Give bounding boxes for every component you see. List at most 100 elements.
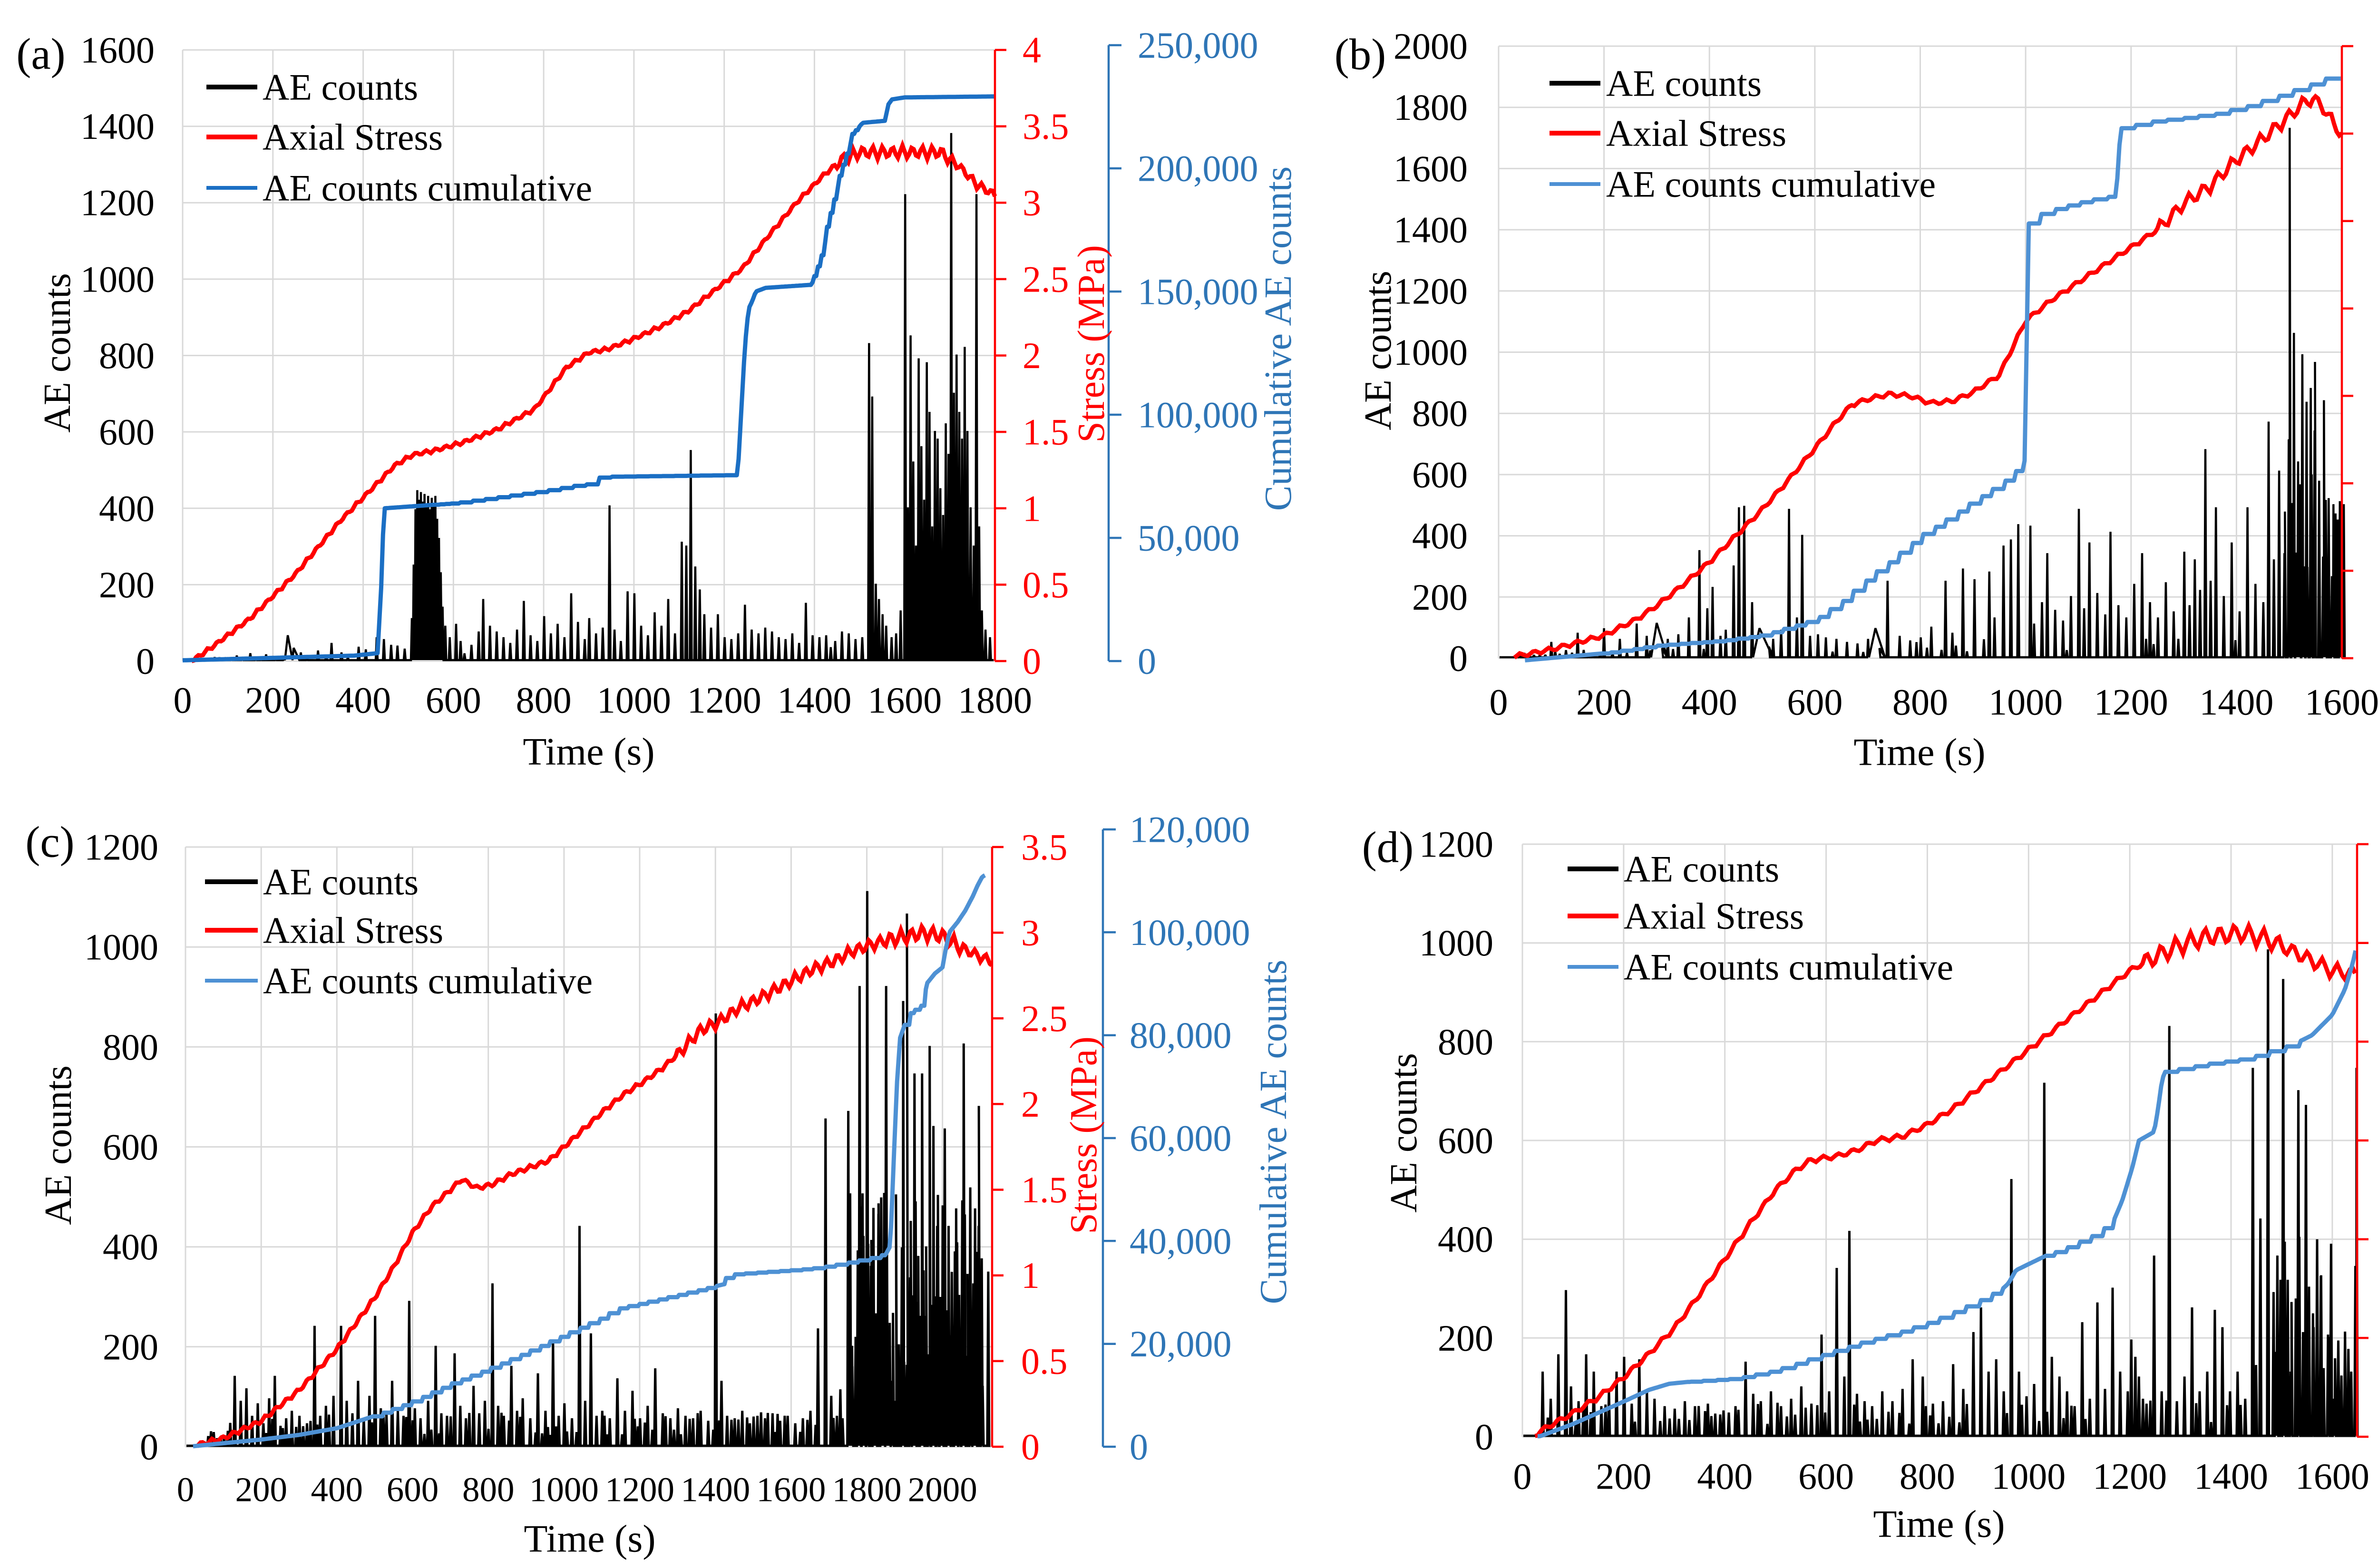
svg-text:(a): (a): [16, 30, 65, 79]
svg-text:0: 0: [1023, 641, 1041, 682]
svg-text:0: 0: [1449, 638, 1468, 679]
svg-text:0: 0: [140, 1426, 158, 1468]
svg-text:600: 600: [103, 1126, 158, 1168]
svg-text:40,000: 40,000: [1130, 1220, 1232, 1262]
svg-text:400: 400: [1438, 1218, 1493, 1260]
svg-text:1400: 1400: [1394, 209, 1468, 251]
svg-text:20,000: 20,000: [1130, 1323, 1232, 1364]
svg-text:AE counts: AE counts: [1357, 271, 1399, 430]
svg-text:1800: 1800: [958, 680, 1032, 721]
svg-text:800: 800: [99, 335, 155, 376]
svg-text:Stress (MPa): Stress (MPa): [1063, 1036, 1105, 1234]
svg-text:2.5: 2.5: [1021, 998, 1068, 1039]
svg-text:200: 200: [1438, 1317, 1493, 1359]
svg-text:3.5: 3.5: [1021, 827, 1068, 868]
svg-text:1.5: 1.5: [1021, 1169, 1068, 1210]
svg-text:400: 400: [103, 1226, 158, 1267]
svg-text:800: 800: [1900, 1456, 1955, 1497]
svg-text:400: 400: [311, 1471, 363, 1509]
svg-text:1200: 1200: [605, 1471, 674, 1509]
svg-text:1400: 1400: [777, 680, 851, 721]
svg-text:2: 2: [1021, 1083, 1040, 1125]
svg-text:Time (s): Time (s): [523, 730, 654, 773]
svg-text:1200: 1200: [84, 827, 158, 868]
svg-text:200: 200: [1596, 1456, 1651, 1497]
svg-text:50,000: 50,000: [1138, 517, 1240, 559]
svg-text:Time (s): Time (s): [1853, 730, 1985, 774]
svg-text:1600: 1600: [1394, 148, 1468, 189]
svg-text:250,000: 250,000: [1138, 25, 1258, 66]
svg-text:2000: 2000: [1394, 26, 1468, 67]
svg-text:1600: 1600: [2295, 1456, 2369, 1497]
svg-text:1200: 1200: [80, 182, 155, 224]
svg-text:1: 1: [1023, 487, 1041, 529]
svg-text:1000: 1000: [1394, 331, 1468, 373]
svg-text:120,000: 120,000: [1130, 809, 1250, 850]
svg-text:0.5: 0.5: [1023, 564, 1069, 605]
svg-text:AE counts cumulative: AE counts cumulative: [1624, 946, 1953, 988]
svg-text:400: 400: [1682, 682, 1737, 723]
svg-text:1600: 1600: [756, 1471, 826, 1509]
svg-text:1400: 1400: [2199, 682, 2273, 723]
svg-text:1: 1: [1021, 1255, 1040, 1296]
svg-text:0: 0: [1138, 641, 1156, 682]
svg-text:2000: 2000: [908, 1471, 977, 1509]
svg-text:100,000: 100,000: [1130, 912, 1250, 953]
svg-text:0: 0: [1130, 1426, 1148, 1468]
svg-text:1800: 1800: [1394, 87, 1468, 128]
svg-text:60,000: 60,000: [1130, 1118, 1232, 1159]
svg-text:2.5: 2.5: [1023, 258, 1069, 300]
svg-text:0: 0: [1021, 1426, 1040, 1468]
svg-text:3: 3: [1021, 912, 1040, 954]
svg-text:4: 4: [1023, 29, 1041, 71]
svg-text:3.5: 3.5: [1023, 106, 1069, 147]
svg-text:1000: 1000: [80, 258, 155, 300]
svg-text:1600: 1600: [80, 29, 155, 71]
svg-text:AE counts cumulative: AE counts cumulative: [263, 167, 592, 209]
svg-text:0: 0: [1513, 1456, 1532, 1497]
svg-text:Axial Stress: Axial Stress: [1606, 113, 1786, 154]
svg-text:0: 0: [136, 641, 155, 682]
svg-text:1000: 1000: [1991, 1456, 2066, 1497]
svg-text:Stress (MPa): Stress (MPa): [1071, 245, 1112, 443]
svg-text:600: 600: [99, 411, 155, 453]
svg-text:400: 400: [99, 487, 155, 529]
svg-text:(d): (d): [1362, 823, 1413, 872]
svg-text:800: 800: [103, 1026, 158, 1068]
svg-text:400: 400: [335, 680, 391, 721]
svg-text:1000: 1000: [84, 926, 158, 968]
svg-text:1000: 1000: [597, 680, 671, 721]
svg-text:1800: 1800: [832, 1471, 902, 1509]
svg-text:AE counts: AE counts: [1383, 1053, 1425, 1213]
svg-text:2: 2: [1023, 335, 1041, 376]
svg-text:Axial Stress: Axial Stress: [1624, 896, 1804, 937]
svg-text:1400: 1400: [80, 106, 155, 147]
svg-text:200: 200: [99, 564, 155, 605]
svg-text:1200: 1200: [2093, 1456, 2167, 1497]
svg-text:1200: 1200: [2094, 682, 2168, 723]
svg-text:200: 200: [103, 1326, 158, 1367]
svg-text:200,000: 200,000: [1138, 148, 1258, 189]
svg-text:200: 200: [1412, 576, 1468, 618]
svg-text:AE counts: AE counts: [1624, 848, 1779, 890]
svg-text:0: 0: [1475, 1416, 1493, 1458]
svg-text:1400: 1400: [2194, 1456, 2268, 1497]
svg-text:AE counts: AE counts: [37, 273, 78, 433]
svg-text:0: 0: [177, 1471, 195, 1509]
svg-text:800: 800: [1438, 1021, 1493, 1062]
svg-text:Time (s): Time (s): [524, 1517, 655, 1560]
svg-text:1200: 1200: [1394, 270, 1468, 312]
svg-text:1000: 1000: [1419, 922, 1493, 964]
svg-text:AE counts: AE counts: [263, 861, 419, 903]
svg-text:AE counts: AE counts: [263, 67, 418, 108]
svg-text:3: 3: [1023, 182, 1041, 224]
svg-text:800: 800: [462, 1471, 515, 1509]
svg-text:1600: 1600: [867, 680, 942, 721]
svg-text:600: 600: [1798, 1456, 1854, 1497]
svg-text:150,000: 150,000: [1138, 271, 1258, 312]
svg-text:100,000: 100,000: [1138, 394, 1258, 436]
svg-text:Cumulative AE counts: Cumulative AE counts: [1253, 960, 1295, 1304]
svg-text:0: 0: [174, 680, 192, 721]
svg-text:AE counts cumulative: AE counts cumulative: [1606, 164, 1936, 205]
svg-text:1600: 1600: [2305, 682, 2378, 723]
